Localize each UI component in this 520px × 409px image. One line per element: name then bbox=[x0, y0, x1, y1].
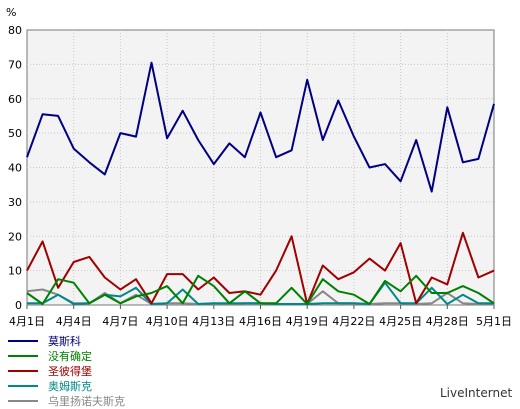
series-line-3 bbox=[26, 231, 495, 305]
x-tick-label: 4月25日 bbox=[379, 315, 422, 328]
x-tick-label: 5月1日 bbox=[476, 315, 512, 328]
legend-item: 圣彼得堡 bbox=[8, 363, 125, 378]
y-tick-label: 60 bbox=[8, 93, 22, 106]
x-tick-label: 4月22日 bbox=[332, 315, 375, 328]
x-tick-label: 4月1日 bbox=[9, 315, 45, 328]
y-axis-unit-label: % bbox=[6, 6, 16, 19]
y-tick-label: 70 bbox=[8, 58, 22, 71]
legend-label: 乌里扬诺夫斯克 bbox=[48, 394, 125, 408]
y-tick-label: 50 bbox=[8, 127, 22, 140]
legend-item: 乌里扬诺夫斯克 bbox=[8, 393, 125, 408]
legend-swatch bbox=[8, 369, 38, 372]
y-tick-label: 0 bbox=[15, 299, 22, 312]
legend-swatch bbox=[8, 339, 38, 342]
legend-label: 奥姆斯克 bbox=[48, 379, 92, 393]
legend-swatch bbox=[8, 384, 38, 387]
legend-swatch bbox=[8, 354, 38, 357]
y-tick-label: 10 bbox=[8, 265, 22, 278]
legend-label: 莫斯科 bbox=[48, 334, 81, 348]
x-tick-label: 4月16日 bbox=[239, 315, 282, 328]
series-line-2 bbox=[26, 274, 495, 305]
legend-item: 奥姆斯克 bbox=[8, 378, 125, 393]
legend: 莫斯科 没有确定 圣彼得堡 奥姆斯克 乌里扬诺夫斯克 bbox=[8, 333, 125, 408]
x-tick-label: 4月10日 bbox=[146, 315, 189, 328]
legend-swatch bbox=[8, 399, 38, 402]
x-tick-label: 4月4日 bbox=[56, 315, 92, 328]
series-line-1 bbox=[26, 61, 495, 193]
legend-label: 圣彼得堡 bbox=[48, 364, 92, 378]
x-tick-label: 4月19日 bbox=[286, 315, 329, 328]
y-tick-label: 40 bbox=[8, 162, 22, 175]
y-tick-label: 30 bbox=[8, 196, 22, 209]
x-tick-label: 4月13日 bbox=[192, 315, 235, 328]
legend-label: 没有确定 bbox=[48, 349, 92, 363]
x-tick-label: 4月7日 bbox=[102, 315, 138, 328]
legend-item: 没有确定 bbox=[8, 348, 125, 363]
x-tick-label: 4月28日 bbox=[426, 315, 469, 328]
y-tick-label: 80 bbox=[8, 24, 22, 37]
y-tick-label: 20 bbox=[8, 230, 22, 243]
legend-item: 莫斯科 bbox=[8, 333, 125, 348]
watermark: LiveInternet bbox=[440, 386, 513, 400]
